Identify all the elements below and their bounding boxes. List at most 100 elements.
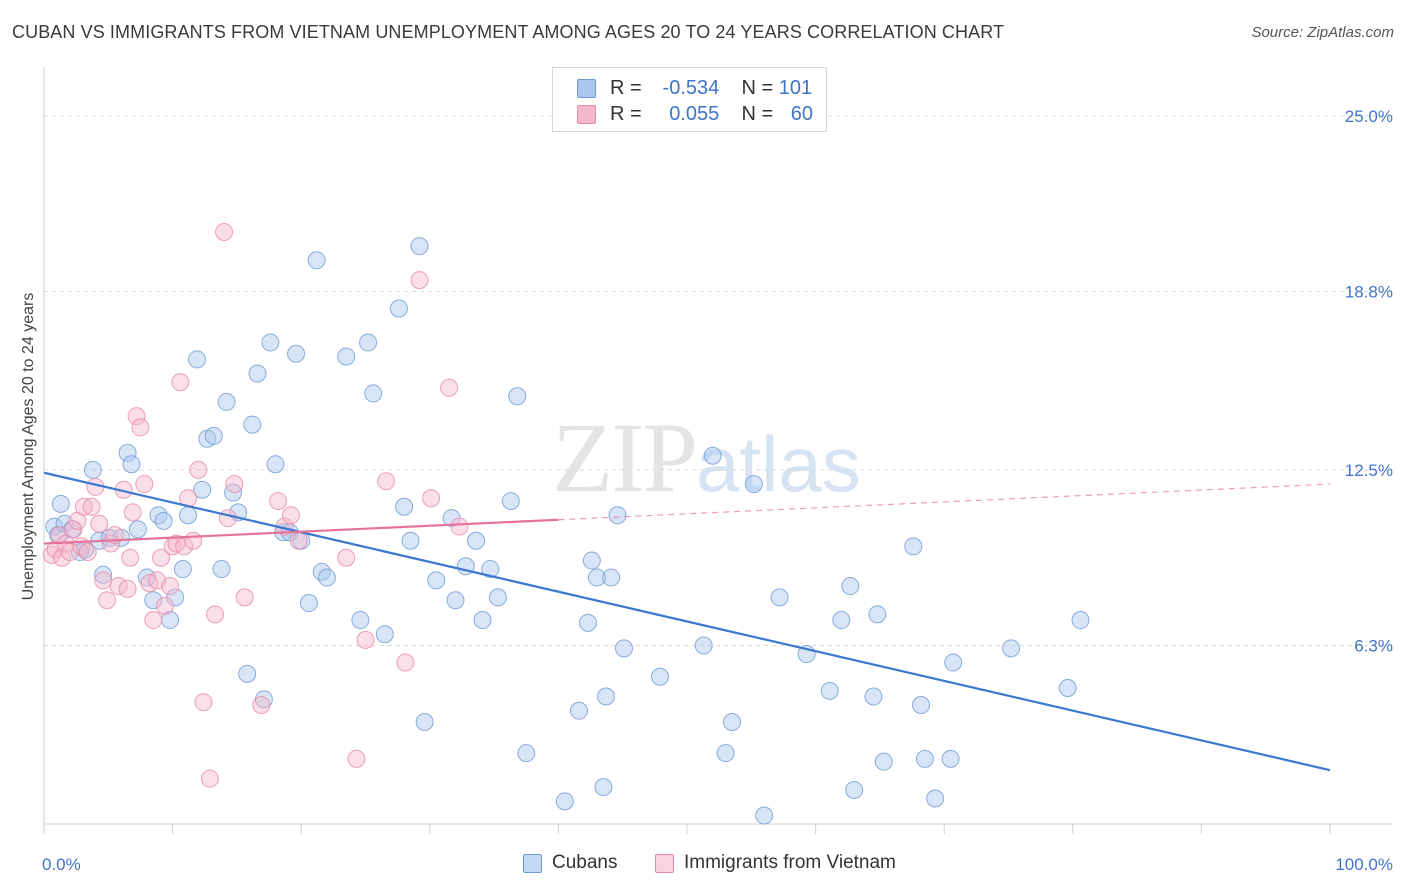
cubans-point xyxy=(45,517,64,536)
x-tick-label: 0.0% xyxy=(42,855,81,874)
vietnam-point xyxy=(94,571,113,590)
vietnam-point xyxy=(98,591,117,610)
cubans-point xyxy=(243,415,262,434)
legend-item-vietnam[interactable]: Immigrants from Vietnam xyxy=(655,852,896,874)
cubans-point xyxy=(364,384,383,403)
stats-box: R = -0.534 N = 101 R = 0.055 N = 60 xyxy=(552,67,827,132)
cubans-point xyxy=(446,591,465,610)
cubans-point xyxy=(517,744,536,763)
cubans-point xyxy=(1058,679,1077,698)
vietnam-point xyxy=(410,271,429,290)
cubans-point xyxy=(154,511,173,530)
cubans-point xyxy=(703,446,722,465)
cubans-point xyxy=(694,636,713,655)
cubans-point xyxy=(395,497,414,516)
cubans-swatch xyxy=(577,78,596,98)
vietnam-point xyxy=(131,418,150,437)
cubans-point xyxy=(716,744,735,763)
cubans-point xyxy=(481,560,500,579)
source-label: Source: ZipAtlas.com xyxy=(1251,24,1394,41)
cubans-point xyxy=(770,588,789,607)
y-tick-label: 12.5% xyxy=(1345,461,1393,480)
cubans-point xyxy=(261,333,280,352)
cubans-point xyxy=(845,781,864,800)
cubans-point xyxy=(1071,611,1090,630)
cubans-point xyxy=(193,480,212,499)
vietnam-point xyxy=(235,588,254,607)
vietnam-point xyxy=(218,509,237,528)
y-tick-label: 6.3% xyxy=(1354,637,1393,656)
cubans-point xyxy=(904,537,923,556)
vietnam-point xyxy=(347,749,366,768)
vietnam-point xyxy=(118,579,137,598)
cubans-point xyxy=(587,568,606,587)
vietnam-point xyxy=(161,577,180,596)
r-label: R = xyxy=(610,102,642,125)
vietnam-point xyxy=(252,696,271,715)
vietnam-trend-line-extension xyxy=(558,483,1331,521)
legend-item-cubans[interactable]: Cubans xyxy=(523,852,618,874)
cubans-point xyxy=(944,653,963,672)
vietnam-point xyxy=(396,653,415,672)
cubans-point xyxy=(864,687,883,706)
vietnam-point xyxy=(90,514,109,533)
vietnam-point xyxy=(171,373,190,392)
cubans-point xyxy=(188,350,207,369)
cubans-point xyxy=(614,639,633,658)
cubans-point xyxy=(217,392,236,411)
cubans-point xyxy=(287,344,306,363)
vietnam-point xyxy=(337,548,356,567)
cubans-point xyxy=(602,568,621,587)
cubans-point xyxy=(415,713,434,732)
cubans-point xyxy=(582,551,601,570)
cubans-point xyxy=(266,455,285,474)
cubans-point xyxy=(569,701,588,720)
r-value: 0.055 xyxy=(669,102,720,125)
cubans-point xyxy=(723,713,742,732)
cubans-point xyxy=(832,611,851,630)
vietnam-point xyxy=(74,497,93,516)
cubans-point xyxy=(144,591,163,610)
cubans-point xyxy=(94,565,113,584)
vietnam-point xyxy=(450,517,469,536)
cubans-point xyxy=(467,531,486,550)
vietnam-swatch xyxy=(577,104,596,124)
cubans-point xyxy=(212,560,231,579)
vietnam-point xyxy=(127,407,146,426)
cubans-point xyxy=(578,613,597,632)
vietnam-point xyxy=(215,222,234,241)
legend-swatch-vietnam xyxy=(655,853,674,873)
vietnam-point xyxy=(200,769,219,788)
legend: Cubans Immigrants from Vietnam xyxy=(0,852,1406,878)
vietnam-point xyxy=(189,460,208,479)
vietnam-point xyxy=(152,548,171,567)
cubans-point xyxy=(307,251,326,270)
cubans-point xyxy=(238,664,257,683)
vietnam-point xyxy=(269,492,288,511)
vietnam-point xyxy=(281,506,300,525)
cubans-point xyxy=(501,492,520,511)
y-tick-label: 18.8% xyxy=(1345,282,1393,301)
chart-title: CUBAN VS IMMIGRANTS FROM VIETNAM UNEMPLO… xyxy=(12,22,1005,42)
cubans-point xyxy=(868,605,887,624)
vietnam-trend-line xyxy=(43,518,559,545)
cubans-point xyxy=(173,560,192,579)
watermark-atlas: atlas xyxy=(696,420,861,508)
cubans-point xyxy=(941,749,960,768)
cubans-point xyxy=(755,806,774,825)
cubans-point xyxy=(410,237,429,256)
vietnam-point xyxy=(155,596,174,615)
vietnam-point xyxy=(356,630,375,649)
vietnam-point xyxy=(184,531,203,550)
cubans-point xyxy=(596,687,615,706)
cubans-point xyxy=(594,778,613,797)
cubans-point xyxy=(427,571,446,590)
cubans-point xyxy=(375,625,394,644)
vietnam-point xyxy=(82,497,101,516)
legend-label-vietnam: Immigrants from Vietnam xyxy=(684,852,896,873)
cubans-point xyxy=(248,364,267,383)
vietnam-point xyxy=(206,605,225,624)
vietnam-point xyxy=(123,503,142,522)
stats-row-cubans: R = -0.534 N = 101 xyxy=(577,76,812,100)
cubans-point xyxy=(149,506,168,525)
